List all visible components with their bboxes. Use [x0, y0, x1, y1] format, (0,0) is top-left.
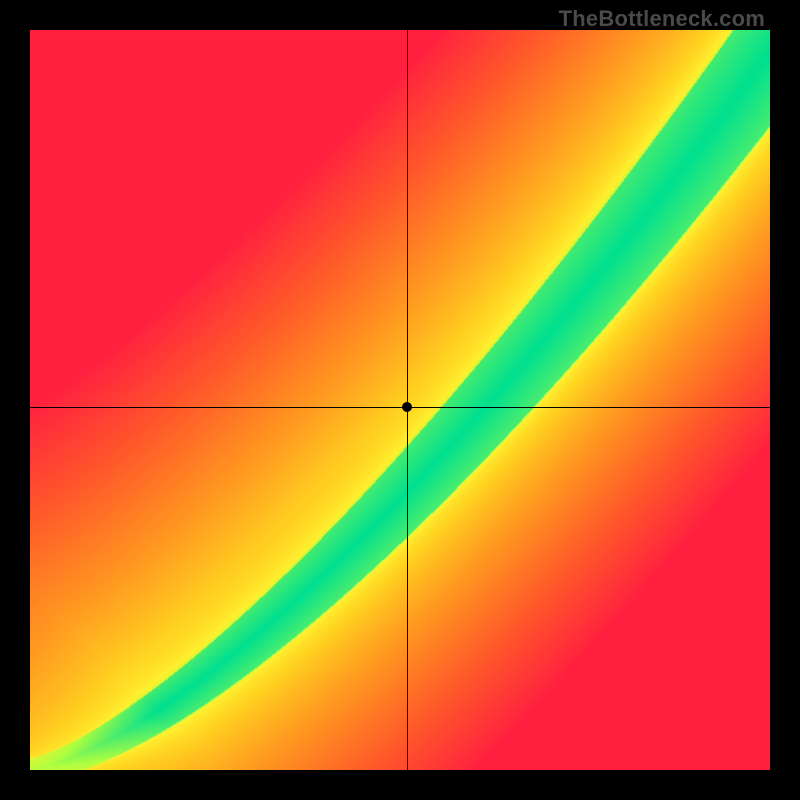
chart-container: TheBottleneck.com: [0, 0, 800, 800]
heatmap-canvas: [30, 30, 770, 770]
watermark-text: TheBottleneck.com: [559, 6, 765, 32]
crosshair-horizontal: [30, 407, 770, 408]
crosshair-vertical: [407, 30, 408, 770]
